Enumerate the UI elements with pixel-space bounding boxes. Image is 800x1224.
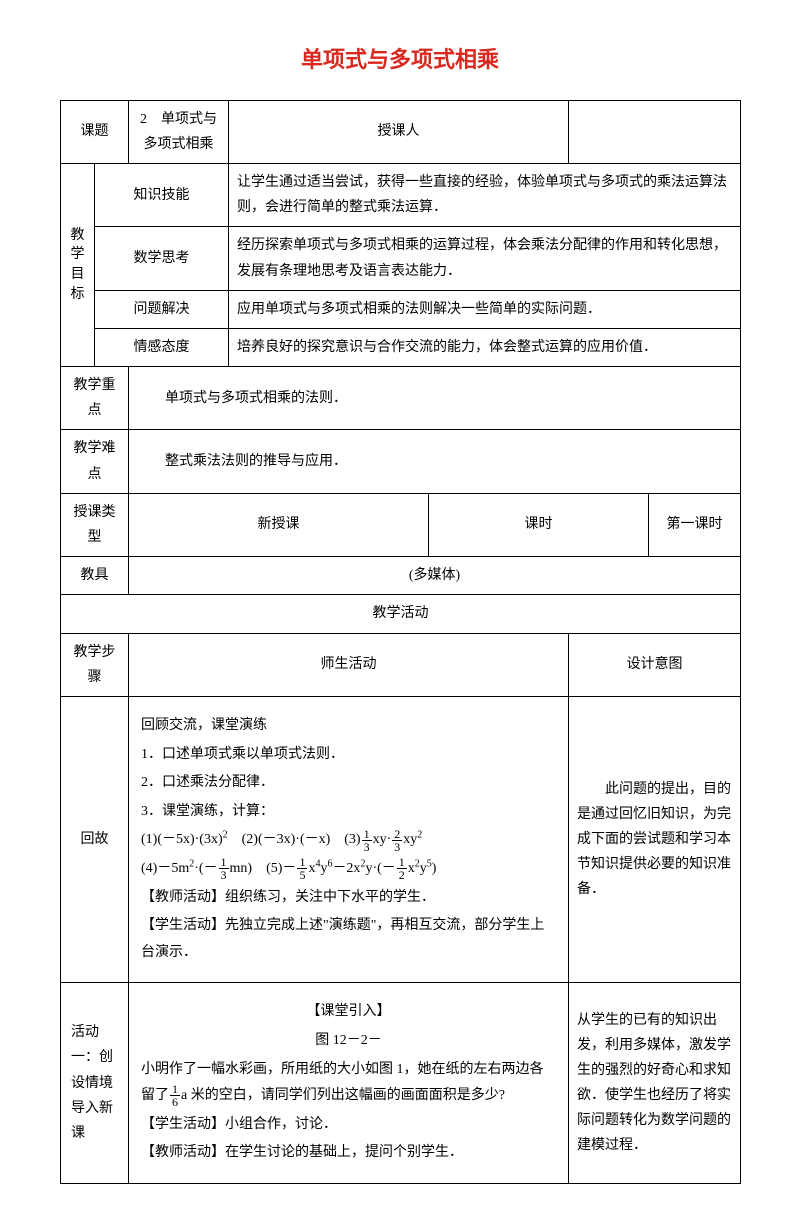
shouke-value	[569, 100, 741, 163]
col-step: 教学步骤	[61, 633, 129, 696]
obj-text: 让学生通过适当尝试，获得一些直接的经验，体验单项式与多项式的乘法运算法则，会进行…	[229, 163, 741, 226]
keti-value: 2 单项式与多项式相乘	[129, 100, 229, 163]
activity1-label: 活动一：创设情境导入新课	[61, 983, 129, 1184]
table-row: 教具 (多媒体)	[61, 557, 741, 595]
huigu-content: 回顾交流，课堂演练 1．口述单项式乘以单项式法则． 2．口述乘法分配律． 3．课…	[129, 696, 569, 982]
obj-text: 培养良好的探究意识与合作交流的能力，体会整式运算的应用价值．	[229, 328, 741, 366]
activity-header: 教学活动	[61, 595, 741, 633]
table-row: 教学活动	[61, 595, 741, 633]
obj-label: 知识技能	[95, 163, 229, 226]
table-row: 教学目标 知识技能 让学生通过适当尝试，获得一些直接的经验，体验单项式与多项式的…	[61, 163, 741, 226]
jiaoju-value: (多媒体)	[129, 557, 741, 595]
obj-label: 问题解决	[95, 290, 229, 328]
table-row: 问题解决 应用单项式与多项式相乘的法则解决一些简单的实际问题．	[61, 290, 741, 328]
keti-label: 课题	[61, 100, 129, 163]
table-row: 数学思考 经历探索单项式与多项式相乘的运算过程，体会乘法分配律的作用和转化思想，…	[61, 227, 741, 290]
shouke-type-value: 新授课	[129, 493, 429, 556]
obj-label: 数学思考	[95, 227, 229, 290]
lesson-plan-table: 课题 2 单项式与多项式相乘 授课人 教学目标 知识技能 让学生通过适当尝试，获…	[60, 100, 741, 1184]
keshi-value: 第一课时	[649, 493, 741, 556]
zhongdian-text: 单项式与多项式相乘的法则．	[129, 367, 741, 430]
table-row: 教学步骤 师生活动 设计意图	[61, 633, 741, 696]
obj-text: 经历探索单项式与多项式相乘的运算过程，体会乘法分配律的作用和转化思想，发展有条理…	[229, 227, 741, 290]
zhongdian-label: 教学重点	[61, 367, 129, 430]
shouke-label: 授课人	[229, 100, 569, 163]
col-activity: 师生活动	[129, 633, 569, 696]
huigu-label: 回故	[61, 696, 129, 982]
nandian-text: 整式乘法法则的推导与应用．	[129, 430, 741, 493]
table-row: 教学重点 单项式与多项式相乘的法则．	[61, 367, 741, 430]
nandian-label: 教学难点	[61, 430, 129, 493]
table-row: 课题 2 单项式与多项式相乘 授课人	[61, 100, 741, 163]
table-row: 授课类型 新授课 课时 第一课时	[61, 493, 741, 556]
keshi-label: 课时	[429, 493, 649, 556]
activity1-content: 【课堂引入】 图 12－2－ 小明作了一幅水彩画，所用纸的大小如图 1，她在纸的…	[129, 983, 569, 1184]
table-row: 教学难点 整式乘法法则的推导与应用．	[61, 430, 741, 493]
objectives-label: 教学目标	[61, 163, 95, 366]
page-title: 单项式与多项式相乘	[60, 40, 740, 80]
table-row: 情感态度 培养良好的探究意识与合作交流的能力，体会整式运算的应用价值．	[61, 328, 741, 366]
table-row: 活动一：创设情境导入新课 【课堂引入】 图 12－2－ 小明作了一幅水彩画，所用…	[61, 983, 741, 1184]
jiaoju-label: 教具	[61, 557, 129, 595]
activity1-intent: 从学生的已有的知识出发，利用多媒体，激发学生的强烈的好奇心和求知欲．使学生也经历…	[569, 983, 741, 1184]
shouke-type-label: 授课类型	[61, 493, 129, 556]
obj-text: 应用单项式与多项式相乘的法则解决一些简单的实际问题．	[229, 290, 741, 328]
col-intent: 设计意图	[569, 633, 741, 696]
table-row: 回故 回顾交流，课堂演练 1．口述单项式乘以单项式法则． 2．口述乘法分配律． …	[61, 696, 741, 982]
huigu-intent: 此问题的提出，目的是通过回忆旧知识，为完成下面的尝试题和学习本节知识提供必要的知…	[569, 696, 741, 982]
obj-label: 情感态度	[95, 328, 229, 366]
